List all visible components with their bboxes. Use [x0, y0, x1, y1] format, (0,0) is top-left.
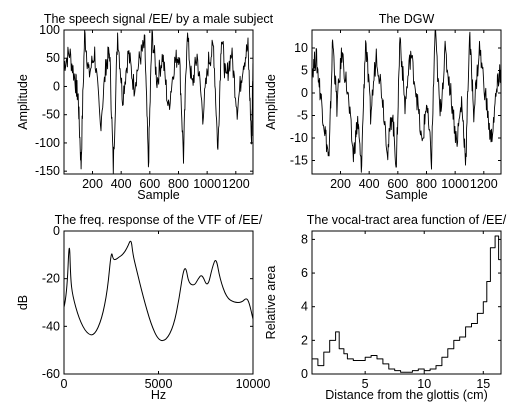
y-tick-label: 0: [301, 367, 308, 381]
chart-title: The vocal-tract area function of /EE/: [307, 213, 507, 227]
chart-panel-4: The vocal-tract area function of /EE/5 10…: [264, 213, 507, 402]
y-tick-label: -50: [42, 108, 60, 122]
y-tick-label: 0: [301, 86, 308, 100]
x-tick-label: 15: [476, 377, 490, 391]
x-tick-label: 400: [359, 177, 380, 191]
y-tick-label: -60: [42, 367, 60, 381]
x-tick-label: 800: [168, 177, 189, 191]
y-tick-label: 50: [46, 51, 60, 65]
x-tick-label: 1000: [193, 177, 221, 191]
chart-panel-3: The freq. response of the VTF of /EE/0 50…: [16, 213, 270, 402]
chart-title: The DGW: [379, 12, 435, 26]
x-tick-label: 10000: [236, 377, 271, 391]
x-tick-label: 1200: [222, 177, 250, 191]
series-line: [63, 29, 254, 175]
x-tick-label: 0: [61, 377, 68, 391]
chart-panel-2: The DGW 200 400 600 800 1000 1200 10 5 0 -5 -10 -15 S…: [264, 12, 502, 202]
y-tick-label: 0: [53, 79, 60, 93]
plot-frame: [311, 230, 502, 375]
x-axis-label: Sample: [137, 188, 179, 202]
x-tick-label: 1200: [470, 177, 498, 191]
x-tick-label: 10: [417, 377, 431, 391]
x-axis-label: Distance from the glottis (cm): [325, 388, 488, 402]
y-tick-label: -150: [35, 164, 60, 178]
x-tick-label: 600: [139, 177, 160, 191]
y-tick-label: 100: [39, 23, 60, 37]
y-tick-label: -10: [290, 131, 308, 145]
y-tick-label: -15: [290, 154, 308, 168]
x-tick-label: 200: [330, 177, 351, 191]
y-tick-label: 0: [53, 224, 60, 238]
x-tick-label: 5: [362, 377, 369, 391]
y-tick-label: -40: [42, 319, 60, 333]
plot-frame: [311, 29, 502, 175]
x-axis-label: Sample: [385, 188, 427, 202]
series-line: [311, 29, 502, 173]
y-axis-label: dB: [16, 295, 30, 310]
y-axis-label: Amplitude: [264, 74, 278, 130]
x-tick-label: 1000: [441, 177, 469, 191]
x-tick-label: 5000: [145, 377, 173, 391]
x-tick-label: 400: [111, 177, 132, 191]
y-tick-label: 10: [294, 41, 308, 55]
y-tick-label: 8: [301, 232, 308, 246]
chart-title: The speech signal /EE/ by a male subject: [44, 12, 274, 26]
x-tick-label: 800: [416, 177, 437, 191]
y-tick-label: -100: [35, 136, 60, 150]
y-tick-label: -20: [42, 272, 60, 286]
series-line: [312, 235, 501, 373]
y-tick-label: 6: [301, 266, 308, 280]
y-tick-label: -5: [297, 109, 308, 123]
chart-panel-1: The speech signal /EE/ by a male subject…: [16, 12, 274, 202]
plot-frame: [63, 29, 254, 175]
series-line: [63, 240, 254, 342]
plot-frame: [63, 230, 254, 375]
y-axis-label: Amplitude: [16, 74, 30, 130]
x-tick-label: 600: [387, 177, 408, 191]
y-tick-label: 4: [301, 300, 308, 314]
chart-title: The freq. response of the VTF of /EE/: [55, 213, 263, 227]
y-tick-label: 2: [301, 333, 308, 347]
x-axis-label: Hz: [151, 388, 166, 402]
y-tick-label: 5: [301, 64, 308, 78]
x-tick-label: 200: [82, 177, 103, 191]
y-axis-label: Relative area: [264, 266, 278, 340]
